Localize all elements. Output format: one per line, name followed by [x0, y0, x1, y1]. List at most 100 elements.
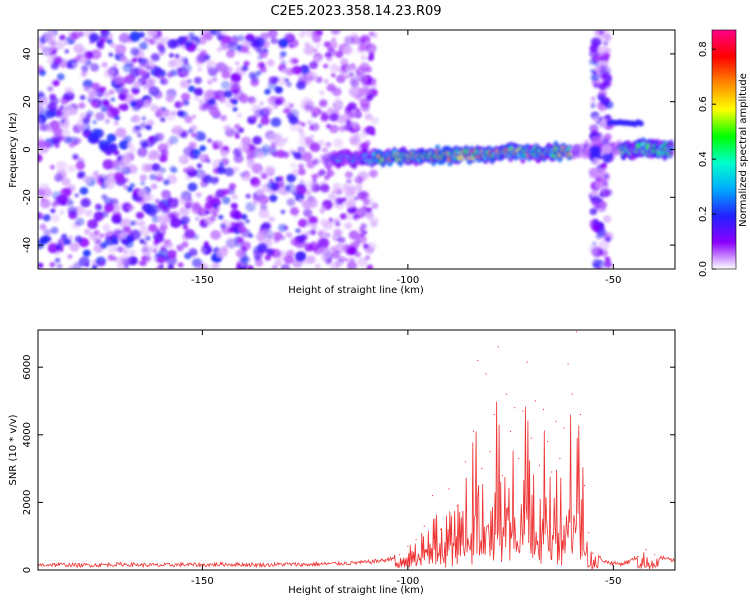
heatmap-cell: [354, 175, 364, 184]
heatmap-cell: [264, 88, 271, 95]
heatmap-ylabel: Frequency (Hz): [8, 112, 19, 188]
heatmap-cell: [367, 55, 375, 61]
heatmap-cell: [107, 254, 116, 261]
heatmap-cell: [148, 38, 156, 45]
snr-point: [140, 564, 142, 566]
heatmap-cell: [197, 66, 203, 72]
heatmap-cell: [365, 211, 374, 220]
heatmap-cell: [360, 223, 367, 230]
heatmap-cell: [328, 218, 336, 225]
heatmap-cell: [309, 122, 320, 132]
heatmap-cell: [139, 58, 147, 65]
heatmap-cell: [60, 119, 66, 124]
heatmap-cell: [126, 142, 133, 148]
heatmap-cell: [188, 248, 198, 257]
heatmap-cell: [344, 109, 352, 116]
heatmap-cell: [114, 84, 125, 94]
heatmap-cell: [320, 254, 329, 262]
snr-point: [538, 464, 541, 466]
heatmap-cell: [359, 62, 370, 72]
heatmap-cell: [592, 158, 601, 166]
heatmap-cell: [79, 126, 85, 131]
heatmap-cell: [604, 256, 611, 262]
heatmap-cell: [49, 93, 57, 101]
heatmap-cell: [590, 189, 599, 197]
heatmap-cell: [167, 39, 178, 49]
heatmap-cell: [248, 144, 256, 151]
heatmap-cell: [329, 63, 340, 73]
heatmap-cell: [44, 141, 52, 148]
y-tick-label: 0: [22, 567, 33, 573]
heatmap-cell: [150, 104, 159, 112]
heatmap-cell: [274, 86, 283, 94]
heatmap-cell: [264, 166, 276, 176]
heatmap-cell: [42, 214, 51, 222]
heatmap-cell: [184, 229, 196, 239]
heatmap-cell: [360, 131, 368, 139]
heatmap-cell: [50, 135, 62, 145]
heatmap-cell: [64, 86, 74, 96]
heatmap-cell: [320, 183, 330, 193]
heatmap-cell: [184, 115, 193, 124]
snr-point: [571, 393, 573, 395]
heatmap-cell: [274, 176, 281, 182]
x-tick-label: -150: [191, 576, 214, 587]
heatmap-cell: [218, 214, 224, 220]
snr-point: [477, 359, 479, 361]
heatmap-cell: [74, 235, 83, 243]
heatmap-cell: [68, 142, 75, 148]
heatmap-cell: [119, 254, 131, 266]
heatmap-cell: [64, 49, 70, 54]
heatmap-cell: [72, 262, 83, 269]
y-tick-label: 4000: [22, 422, 33, 447]
heatmap-cell: [90, 100, 98, 107]
heatmap-cell: [329, 170, 335, 176]
heatmap-cell: [77, 53, 88, 64]
heatmap-cell: [258, 169, 265, 175]
heatmap-cell: [147, 77, 156, 85]
heatmap-cell: [344, 35, 355, 46]
heatmap-cell: [139, 122, 148, 129]
heatmap-cell: [215, 30, 228, 36]
heatmap-cell: [106, 133, 117, 143]
heatmap-cell: [282, 266, 288, 269]
heatmap-cell: [112, 159, 120, 166]
heatmap-cell: [119, 154, 131, 165]
snr-point: [366, 561, 368, 563]
heatmap-cell: [39, 223, 47, 231]
heatmap-cell: [69, 242, 80, 252]
heatmap-cell: [350, 120, 360, 129]
heatmap-cell: [273, 237, 281, 244]
heatmap-cell: [180, 110, 189, 119]
snr-point: [612, 562, 615, 564]
heatmap-cell: [290, 68, 295, 73]
heatmap-cell: [301, 30, 306, 35]
heatmap-cell: [165, 255, 177, 266]
heatmap-cell: [87, 133, 99, 144]
heatmap-cell: [598, 155, 603, 160]
snr-point: [567, 363, 569, 365]
snr-point: [522, 410, 524, 412]
heatmap-cell: [38, 154, 42, 160]
heatmap-cell: [286, 198, 296, 207]
heatmap-cell: [305, 181, 314, 189]
heatmap-cell: [275, 179, 285, 188]
heatmap-cell: [167, 249, 177, 259]
heatmap-cell: [253, 249, 264, 260]
heatmap-cell: [319, 218, 329, 227]
heatmap-cell: [603, 133, 612, 141]
heatmap-cell: [39, 212, 45, 217]
heatmap-cell: [346, 178, 352, 184]
heatmap-cell: [366, 264, 374, 269]
heatmap-cell: [283, 255, 294, 265]
heatmap-cell: [55, 244, 61, 250]
heatmap-cell: [306, 255, 316, 264]
heatmap-cell: [82, 79, 94, 89]
heatmap-cell: [252, 135, 263, 145]
heatmap-cell: [212, 77, 218, 82]
heatmap-cell: [589, 208, 598, 216]
heatmap-cell: [56, 263, 63, 269]
heatmap-cell: [315, 76, 323, 83]
heatmap-cell: [257, 54, 264, 60]
heatmap-cell: [160, 149, 169, 157]
